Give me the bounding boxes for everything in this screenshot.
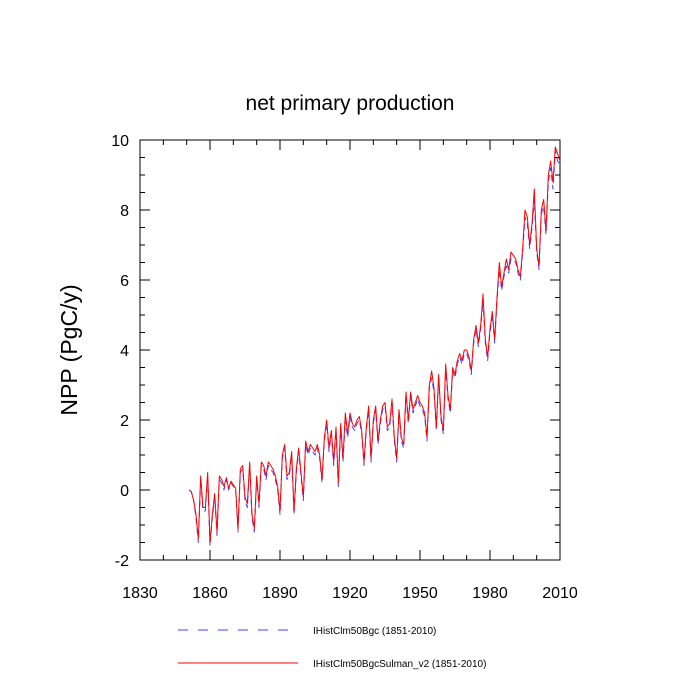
y-tick-label: 0 (120, 483, 129, 500)
legend-label-2: IHistClm50BgcSulman_v2 (1851-2010) (313, 659, 486, 670)
legend-label-1: IHistClm50Bgc (1851-2010) (313, 626, 436, 637)
x-tick-label: 1890 (262, 585, 298, 602)
axis-ticks: 1830 1860 1890 1920 1950 1980 2010 -2 0 2 4 6 8 10 (111, 133, 578, 602)
plot-border (139, 139, 561, 561)
x-tick-label: 1950 (402, 585, 438, 602)
series-lines (188, 146, 561, 547)
y-tick-label: 10 (111, 133, 129, 150)
legend: IHistClm50Bgc (1851-2010) IHistClm50BgcSu… (178, 626, 486, 670)
y-tick-label: 4 (120, 343, 129, 360)
x-tick-label: 2010 (542, 585, 578, 602)
y-tick-label: 2 (120, 413, 129, 430)
x-tick-label: 1830 (122, 585, 158, 602)
x-tick-label: 1860 (192, 585, 228, 602)
chart-title: net primary production (246, 92, 455, 115)
series-line-2 (188, 146, 561, 543)
x-tick-label: 1980 (472, 585, 508, 602)
x-tick-label: 1920 (332, 585, 368, 602)
y-axis-label: NPP (PgC/y) (56, 284, 82, 415)
y-tick-label: 8 (120, 203, 129, 220)
y-tick-label: 6 (120, 273, 129, 290)
y-tick-label: -2 (115, 553, 129, 570)
plot-area (139, 139, 561, 561)
